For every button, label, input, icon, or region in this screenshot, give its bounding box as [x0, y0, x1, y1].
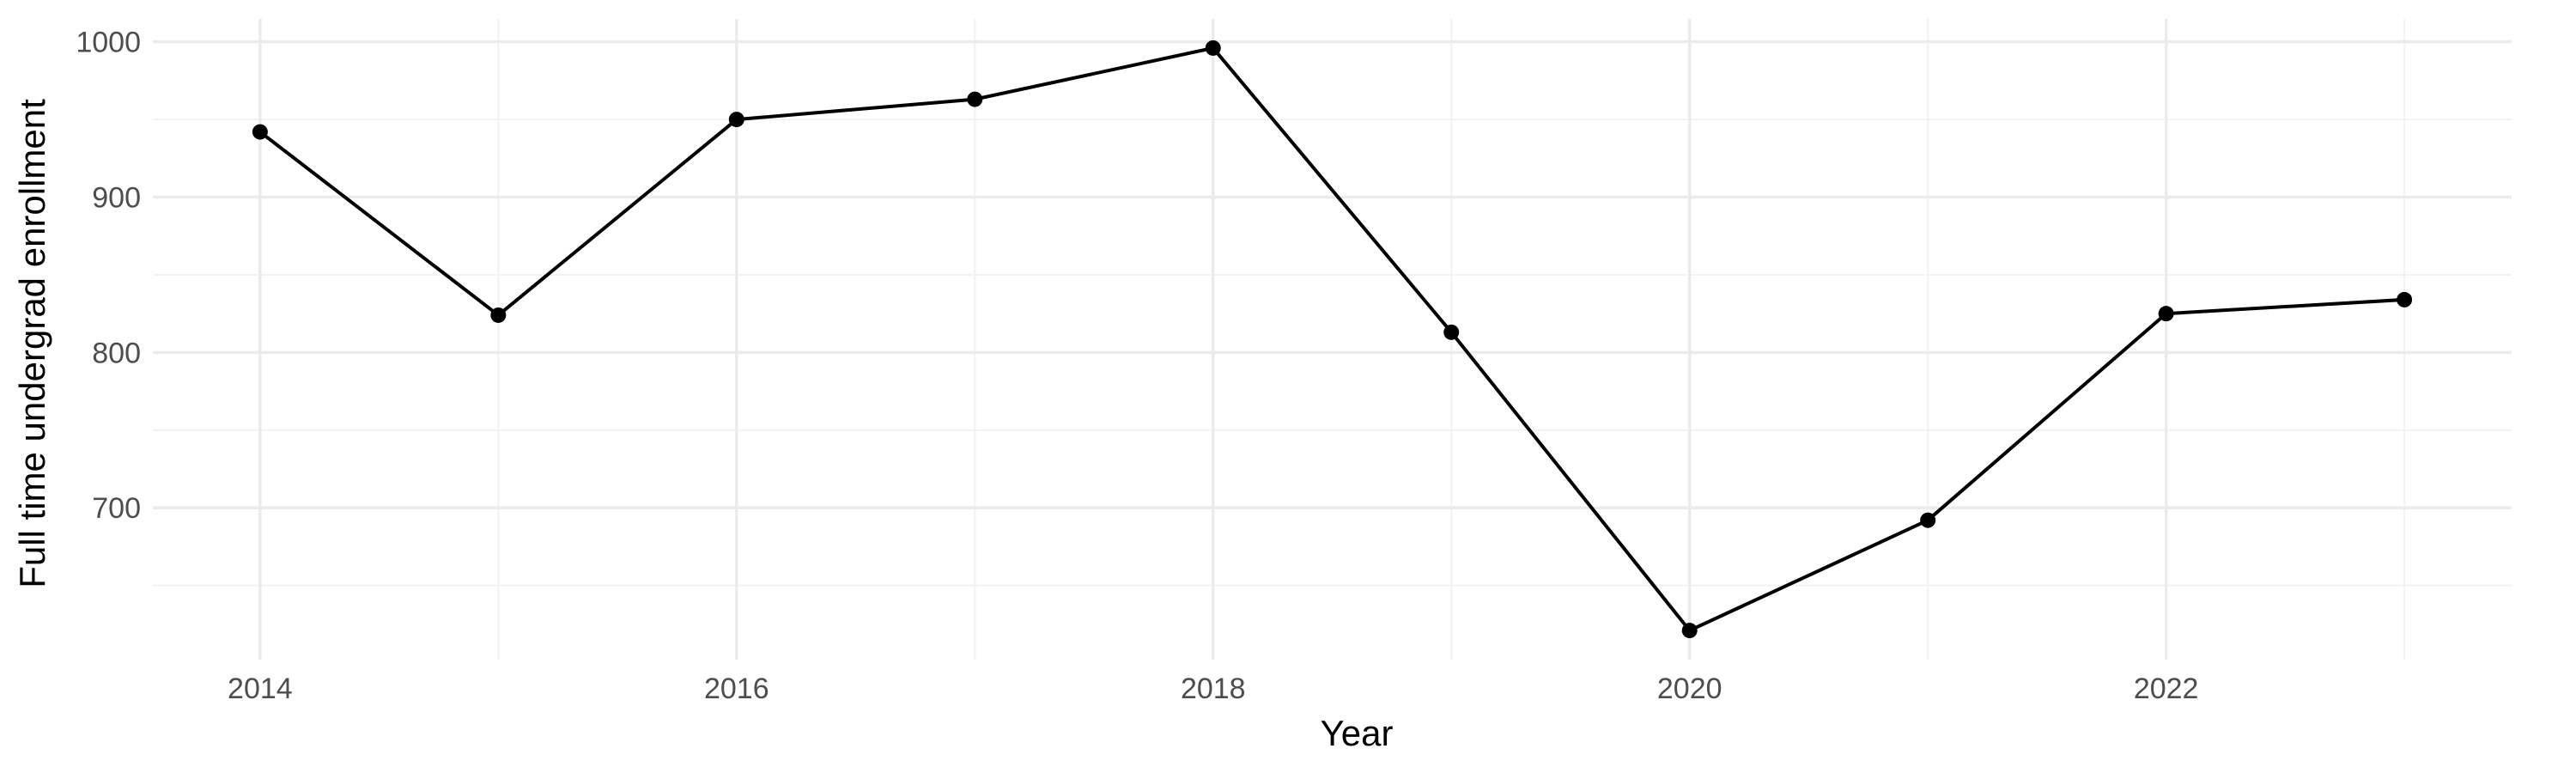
- x-tick-label: 2018: [1181, 673, 1246, 705]
- series: [252, 40, 2413, 639]
- series-line: [258, 46, 2405, 633]
- data-point: [2158, 306, 2174, 322]
- data-point: [252, 124, 268, 140]
- y-tick-label: 700: [92, 492, 141, 525]
- tick-labels: 2014 2016 2018 2020 2022 700 800 900 1000: [76, 27, 2198, 705]
- y-tick-label: 1000: [76, 27, 141, 59]
- x-tick-label: 2016: [704, 673, 769, 705]
- data-point: [1920, 512, 1936, 528]
- data-point: [967, 91, 983, 107]
- y-axis-title: Full time undergrad enrollment: [12, 99, 52, 588]
- x-axis-title: Year: [1321, 713, 1394, 753]
- y-tick-label: 900: [92, 182, 141, 215]
- x-tick-label: 2022: [2134, 673, 2199, 705]
- data-point: [2397, 291, 2413, 307]
- x-tick-label: 2014: [228, 673, 293, 705]
- data-point: [1205, 40, 1221, 56]
- x-tick-label: 2020: [1657, 673, 1722, 705]
- data-point: [490, 307, 507, 323]
- y-tick-label: 800: [92, 337, 141, 369]
- data-point: [728, 112, 744, 128]
- data-point: [1443, 324, 1460, 340]
- data-point: [1681, 623, 1698, 639]
- grid: [153, 19, 2512, 660]
